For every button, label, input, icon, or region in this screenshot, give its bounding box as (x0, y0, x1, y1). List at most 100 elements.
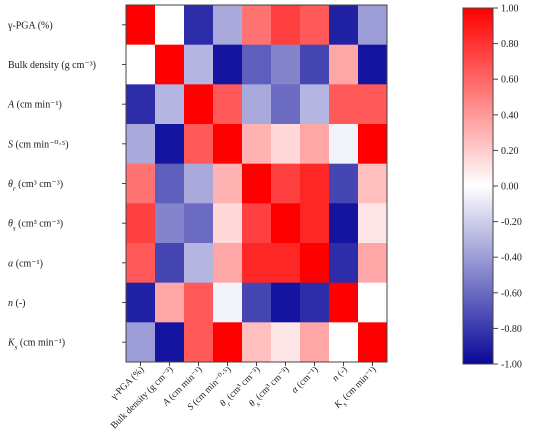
heatmap-cell (271, 203, 301, 244)
heatmap-cell (126, 282, 156, 323)
heatmap-cell (358, 124, 388, 165)
heatmap-cell (271, 124, 301, 165)
heatmap-cell (155, 243, 185, 284)
heatmap-cell (126, 5, 156, 46)
x-axis-labels: γ-PGA (%)Bulk density (g cm⁻³)A (cm min⁻… (109, 362, 379, 431)
heatmap-cell (329, 44, 359, 85)
heatmap-cell (271, 322, 301, 363)
heatmap-cell (300, 124, 330, 165)
heatmap-cell (242, 5, 272, 46)
heatmap-cell (213, 243, 243, 284)
y-axis-labels: γ-PGA (%) Bulk density (g cm⁻³) A (cm min⁻… (7, 20, 126, 352)
heatmap-cell (213, 5, 243, 46)
y-axis-label: A (cm min⁻¹) (7, 100, 62, 111)
heatmap-cell (184, 163, 214, 204)
heatmap-cell (329, 124, 359, 165)
y-axis-label: Bulk density (g cm⁻³) (8, 60, 96, 71)
heatmap-cell (242, 203, 272, 244)
heatmap-cell (184, 322, 214, 363)
heatmap-cell (242, 243, 272, 284)
y-axis-label: α (cm⁻¹) (8, 258, 43, 269)
heatmap-cell (184, 5, 214, 46)
colorbar-tick-label: -0.20 (501, 217, 522, 228)
heatmap-cell (271, 44, 301, 85)
heatmap-cell (300, 282, 330, 323)
heatmap-cell (358, 203, 388, 244)
heatmap-cell (329, 282, 359, 323)
x-axis-label: n (-) (330, 364, 350, 384)
heatmap-cell (300, 203, 330, 244)
colorbar-tick-label: -1.00 (501, 360, 522, 371)
colorbar-tick-label: -0.60 (501, 288, 522, 299)
heatmap-cells (126, 5, 388, 363)
heatmap-cell (300, 163, 330, 204)
heatmap-cell (213, 44, 243, 85)
heatmap-cell (155, 5, 185, 46)
heatmap-cell (155, 203, 185, 244)
heatmap-cell (213, 282, 243, 323)
heatmap-cell (155, 84, 185, 125)
heatmap-cell (329, 322, 359, 363)
heatmap-cell (329, 163, 359, 204)
heatmap-cell (242, 84, 272, 125)
heatmap-cell (300, 322, 330, 363)
heatmap-cell (329, 203, 359, 244)
heatmap-cell (155, 322, 185, 363)
heatmap-cell (213, 163, 243, 204)
colorbar-tick-label: 0.80 (501, 39, 519, 50)
heatmap-cell (271, 243, 301, 284)
heatmap-cell (300, 84, 330, 125)
heatmap-cell (126, 203, 156, 244)
heatmap-cell (358, 5, 388, 46)
colorbar-tick-label: 0.60 (501, 75, 519, 86)
y-axis-label: Ks (cm min⁻¹) (7, 338, 65, 352)
heatmap-cell (358, 282, 388, 323)
heatmap-cell (213, 203, 243, 244)
heatmap-cell (358, 243, 388, 284)
heatmap-cell (300, 243, 330, 284)
heatmap-cell (300, 5, 330, 46)
heatmap-cell (358, 322, 388, 363)
heatmap-cell (184, 203, 214, 244)
heatmap-cell (271, 5, 301, 46)
heatmap-cell (126, 163, 156, 204)
heatmap-cell (271, 84, 301, 125)
heatmap-cell (155, 163, 185, 204)
colorbar-tick-label: -0.40 (501, 253, 522, 264)
heatmap-cell (126, 124, 156, 165)
heatmap-cell (184, 44, 214, 85)
heatmap-cell (126, 44, 156, 85)
heatmap-cell (242, 44, 272, 85)
heatmap-cell (242, 322, 272, 363)
heatmap-cell (213, 322, 243, 363)
heatmap-cell (358, 84, 388, 125)
x-axis-label: α (cm⁻¹) (289, 364, 320, 395)
heatmap-cell (155, 124, 185, 165)
heatmap-cell (329, 5, 359, 46)
colorbar-tick-label: 0.40 (501, 110, 519, 121)
heatmap-cell (271, 282, 301, 323)
colorbar-tick-label: -0.80 (501, 324, 522, 335)
heatmap-cell (242, 163, 272, 204)
heatmap-cell (242, 282, 272, 323)
heatmap-cell (184, 84, 214, 125)
heatmap-cell (242, 124, 272, 165)
heatmap-cell (184, 243, 214, 284)
heatmap-cell (126, 322, 156, 363)
y-axis-label: θs (cm³ cm⁻³) (8, 219, 63, 233)
heatmap-cell (358, 44, 388, 85)
heatmap-cell (184, 124, 214, 165)
heatmap-cell (126, 243, 156, 284)
heatmap-cell (300, 44, 330, 85)
y-axis-label: n (-) (8, 298, 26, 309)
heatmap-cell (329, 243, 359, 284)
colorbar-ticks: 1.00 0.80 0.60 0.40 0.20 0.00 -0.20 -0.40 -0.60 -… (493, 4, 522, 371)
heatmap-cell (271, 163, 301, 204)
heatmap-cell (358, 163, 388, 204)
y-axis-label: γ-PGA (%) (7, 20, 53, 31)
colorbar (462, 7, 494, 365)
heatmap-cell (213, 84, 243, 125)
heatmap-cell (155, 282, 185, 323)
heatmap-cell (126, 84, 156, 125)
